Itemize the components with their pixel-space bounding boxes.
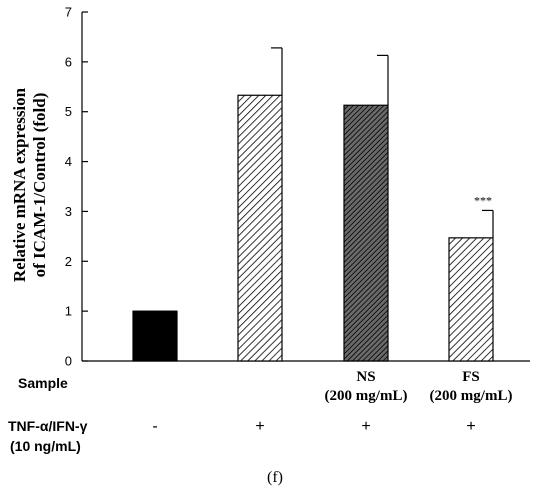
y-tick-label: 5 xyxy=(65,104,72,119)
y-tick-label: 7 xyxy=(65,5,72,20)
y-axis-title-line-2: of ICAM-1/Control (fold) xyxy=(30,93,49,278)
bar-2 xyxy=(237,94,283,362)
y-tick-label: 6 xyxy=(65,54,72,69)
y-tick-label: 1 xyxy=(65,304,72,319)
treatment-row-label-line-2: (10 ng/mL) xyxy=(10,438,81,454)
sample-label-4-line-2: (200 mg/mL) xyxy=(430,388,513,404)
bar-1 xyxy=(132,310,178,362)
y-tick-label: 0 xyxy=(65,354,72,369)
sample-label-3-line-2: (200 mg/mL) xyxy=(325,388,408,404)
bar-3 xyxy=(343,104,389,362)
treatment-row-label-line-1: TNF-α/IFN-γ xyxy=(8,418,88,434)
y-axis-title: Relative mRNA expression of ICAM-1/Contr… xyxy=(10,87,49,282)
y-axis-title-line-1: Relative mRNA expression xyxy=(10,87,29,282)
y-tick-label: 4 xyxy=(65,154,72,169)
bar-4 xyxy=(448,237,494,362)
sample-labels: NS (200 mg/mL) FS (200 mg/mL) xyxy=(325,369,513,404)
panel-label: (f) xyxy=(267,469,283,486)
treatment-mark-3: + xyxy=(361,418,370,435)
treatment-mark-4: + xyxy=(466,418,475,435)
sample-row-label: Sample xyxy=(18,375,68,391)
treatment-marks: - + + + xyxy=(152,418,475,435)
bars: *** xyxy=(132,47,494,362)
sample-label-3-line-1: NS xyxy=(356,369,375,385)
y-tick-label: 2 xyxy=(65,254,72,269)
significance-marker: *** xyxy=(474,193,492,207)
y-tick-label: 3 xyxy=(65,204,72,219)
treatment-mark-2: + xyxy=(255,418,264,435)
sample-label-4-line-1: FS xyxy=(462,369,480,385)
treatment-mark-1: - xyxy=(152,418,157,435)
